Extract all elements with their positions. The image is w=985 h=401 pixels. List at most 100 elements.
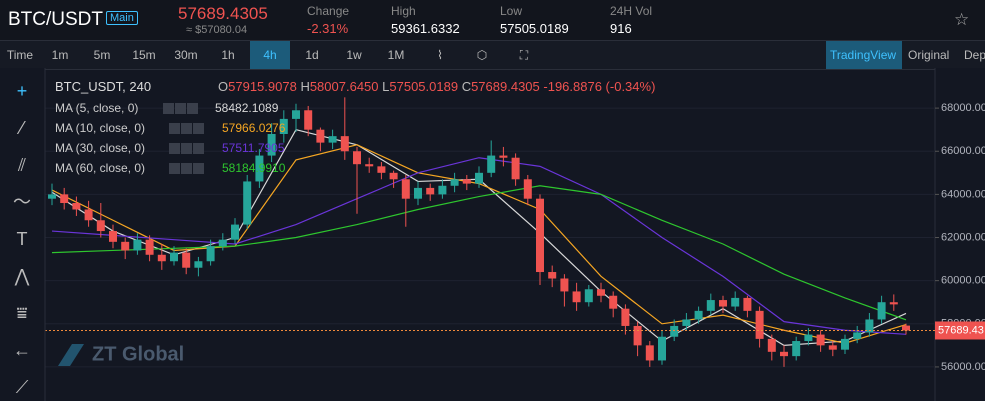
candle-body [206, 246, 215, 262]
tool-column [0, 68, 45, 401]
tool-icon[interactable]: ⫽ [17, 155, 26, 175]
candle-body [767, 338, 776, 352]
y-tick-label: 62000.0000 [941, 231, 985, 243]
legend-ohlc: O57915.9078 H58007.6450 L57505.0189 C576… [218, 79, 655, 94]
timeframe[interactable]: 30m [174, 48, 198, 62]
star[interactable]: ☆ [954, 10, 970, 29]
tool-icon[interactable]: 〜 [13, 192, 31, 212]
ohlc-key: H [300, 79, 309, 94]
timeframe[interactable]: 15m [132, 48, 156, 62]
timeframe[interactable]: 1m [51, 48, 69, 62]
watermark-logo [58, 344, 84, 366]
candle-body [548, 272, 557, 279]
legend-value: 58184.9910 [222, 161, 286, 175]
legend-value: 57511.7905 [222, 141, 285, 155]
toolbar: Time 1m 5m 15m 30m 1h 4h 1d 1w 1M ⌇ ⬡ ⛶ TradingView Or… [0, 40, 985, 70]
candle-body [170, 252, 178, 262]
candle-body [145, 239, 154, 255]
tool-icon[interactable]: ⛶ [519, 48, 529, 62]
legend-value: 58482.1089 [215, 101, 279, 115]
candle-body [462, 179, 471, 184]
legend-symbol-name: BTC_USDT, 240 [55, 79, 151, 94]
tool-icon[interactable]: ← [13, 340, 31, 360]
tool-icon[interactable]: + [17, 81, 28, 101]
candle-body [792, 341, 801, 357]
legend-button [187, 103, 198, 114]
stat-label: Low [500, 4, 523, 18]
tool-icon[interactable]: ⩸ [17, 303, 28, 323]
candle-body [194, 261, 203, 268]
ohlc-value: 57505.0189 [389, 79, 458, 94]
legend-button [193, 143, 204, 154]
ohlc-value: 57915.9078 [228, 79, 297, 94]
legend-button [181, 163, 192, 174]
price-tag-bg [935, 321, 985, 340]
candle-body [780, 351, 788, 357]
chart: 56000.000058000.000060000.000062000.0000… [0, 68, 985, 401]
candle-body [487, 155, 496, 173]
view-tab[interactable]: Original [908, 48, 950, 62]
candle-body [182, 252, 191, 268]
tool-icon[interactable]: T [17, 229, 28, 249]
candle-body [121, 241, 130, 251]
candle-body [889, 302, 898, 305]
candle-body [902, 325, 910, 331]
ohlc-value: 58007.6450 [310, 79, 379, 94]
candle-body [218, 239, 227, 247]
pair[interactable]: BTC/USDT [8, 9, 103, 30]
stat-value: 59361.6332 [391, 21, 460, 36]
candle-body [365, 164, 374, 167]
timeframe: Time [6, 48, 34, 62]
legend-entry: MA (60, close, 0) [55, 161, 145, 175]
timeframe[interactable]: 1h [221, 48, 235, 62]
candle-body [316, 129, 325, 143]
candle-body [877, 302, 886, 320]
stat-value: -2.31% [307, 21, 349, 36]
candle-body [633, 325, 642, 346]
timeframe[interactable]: 1M [387, 48, 405, 62]
legend-button [175, 103, 186, 114]
legend-button [181, 143, 192, 154]
stat-value: 57505.0189 [500, 21, 569, 36]
candle-body [267, 133, 276, 156]
timeframe[interactable]: 5m [93, 48, 111, 62]
view-tab[interactable]: TradingView [826, 41, 902, 69]
header: BTC/USDT Main 57689.4305 ≈ $57080.04 Cha… [0, 0, 985, 40]
candle-body [109, 231, 117, 242]
candle-body [426, 187, 435, 195]
candle-body [560, 278, 569, 292]
timeframe[interactable]: 1w [346, 48, 362, 62]
candle-body [572, 291, 581, 303]
legend-value: 57966.0276 [222, 121, 286, 135]
candle-body [133, 239, 142, 251]
legend-button [169, 123, 180, 134]
y-tick-label: 68000.0000 [941, 102, 985, 114]
legend-button [193, 123, 204, 134]
tool-icon[interactable]: ⁄ [16, 118, 26, 138]
candle-body [536, 198, 544, 273]
tool-icon[interactable]: ⬡ [476, 48, 488, 62]
legend-button [181, 123, 192, 134]
ohlc-value: 57689.4305 [471, 79, 540, 94]
y-tick-label: 66000.0000 [941, 145, 985, 157]
watermark: ZT Global [92, 343, 184, 365]
tool-icon[interactable]: ⋀ [14, 266, 30, 286]
timeframe[interactable]: 4h [250, 41, 290, 69]
candle-body [645, 345, 654, 361]
candle-body [340, 136, 349, 152]
candle-body [60, 194, 69, 204]
candle-body [389, 172, 398, 180]
stat-label: 24H Vol [610, 4, 653, 18]
timeframe[interactable]: 1d [305, 48, 319, 62]
stat-label: Change [307, 4, 350, 18]
candle-body [255, 155, 264, 182]
candle-body [804, 334, 813, 342]
candle-body [96, 220, 105, 232]
stat-label: High [391, 4, 416, 18]
tool-icon[interactable]: ⟋ [16, 377, 29, 397]
candle-body [414, 187, 422, 199]
view-tab[interactable]: Depth [964, 48, 985, 62]
candle-body [243, 181, 252, 225]
tool-icon[interactable]: ⌇ [437, 48, 443, 62]
stat-value: 916 [610, 21, 632, 36]
